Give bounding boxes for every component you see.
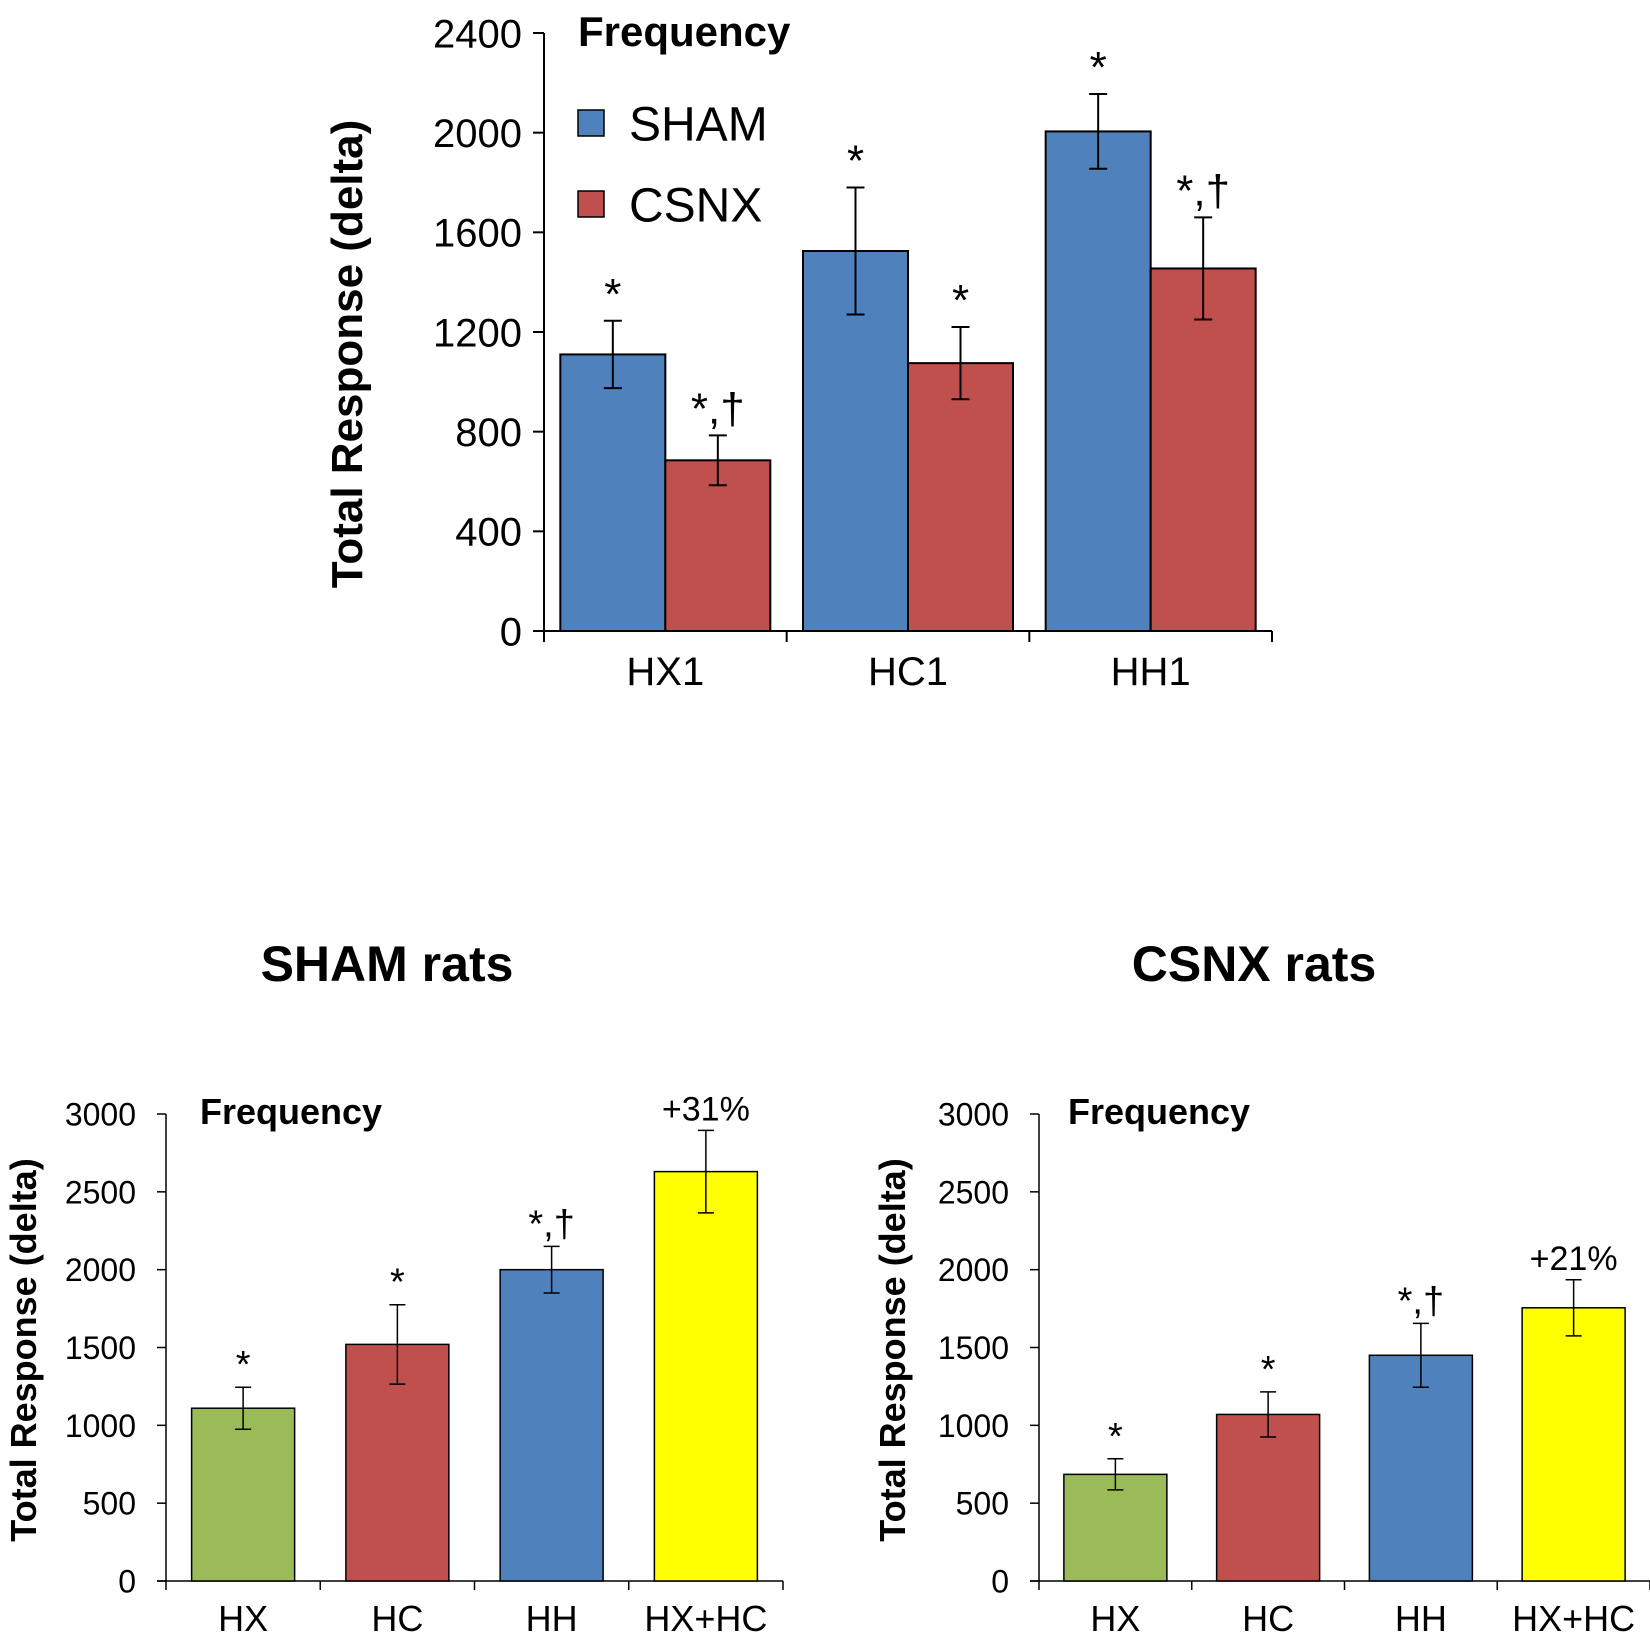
x-category-label: HX [218,1598,268,1639]
x-category-label: HC [371,1598,423,1639]
y-tick-label: 2400 [433,12,522,56]
panel-title: CSNX rats [1132,936,1377,992]
x-category-label: HX [1090,1598,1140,1639]
y-axis-label: Total Response (delta) [872,1158,913,1541]
y-axis-label: Total Response (delta) [323,120,372,589]
x-category-label: HC1 [868,650,948,694]
y-tick-label: 1600 [433,212,522,256]
y-tick-label: 1500 [938,1330,1009,1366]
x-category-label: HH [526,1598,578,1639]
significance-annotation: * [1261,1349,1276,1391]
bar [1368,1354,1474,1582]
y-tick-label: 1000 [65,1408,136,1444]
y-tick-label: 500 [83,1486,136,1522]
bar [559,353,667,632]
bar [907,362,1014,632]
bar [653,1170,759,1582]
y-tick-label: 1000 [938,1408,1009,1444]
x-category-label: HX1 [626,650,704,694]
x-category-label: HX+HC [1512,1598,1635,1639]
chart-csnx-rats: 0 500 1000 1500 2000 2500 3000 HX HC HH HX+HC * * *,†… [872,936,1650,1639]
y-tick-label: 1500 [65,1330,136,1366]
bar [1215,1413,1321,1582]
y-tick-label: 3000 [65,1097,136,1133]
y-tick-label: 0 [991,1564,1009,1600]
significance-annotation: +21% [1530,1240,1618,1278]
bar [499,1268,604,1582]
bar [1063,1473,1168,1582]
significance-annotation: *,† [1176,166,1230,215]
bar [1149,267,1257,632]
significance-annotation: * [847,136,864,185]
significance-annotation: *,† [1398,1280,1444,1322]
x-category-label: HC [1242,1598,1294,1639]
significance-annotation: * [390,1262,405,1304]
significance-annotation: * [236,1344,251,1386]
y-tick-label: 2000 [938,1252,1009,1288]
significance-annotation: * [1108,1416,1123,1458]
plot-title: Frequency [200,1091,382,1132]
x-category-label: HX+HC [644,1598,767,1639]
legend-swatch [577,109,605,137]
chart-top: 0 400 800 1200 1600 2000 2400 HX1 HC1 HH1 * * * *,† * *… [323,8,1273,694]
panel-title: SHAM rats [261,936,514,992]
significance-annotation: * [1090,43,1107,92]
legend-label: CSNX [629,179,762,232]
legend-swatch [577,190,605,218]
y-tick-label: 2000 [65,1252,136,1288]
bar [190,1407,296,1582]
y-tick-label: 400 [455,511,522,555]
y-tick-label: 3000 [938,1097,1009,1133]
x-category-label: HH1 [1111,650,1191,694]
bar [1044,130,1152,632]
bar [664,459,772,632]
significance-annotation: *,† [528,1203,574,1245]
y-tick-label: 1200 [433,311,522,355]
plot-title: Frequency [578,8,791,55]
y-tick-label: 2000 [433,112,522,156]
significance-annotation: +31% [662,1090,750,1128]
y-tick-label: 0 [500,610,522,654]
x-category-label: HH [1395,1598,1447,1639]
significance-annotation: *,† [691,384,745,433]
significance-annotation: * [604,270,621,319]
y-tick-label: 500 [956,1486,1009,1522]
plot-title: Frequency [1068,1091,1250,1132]
y-tick-label: 0 [118,1564,136,1600]
chart-sham-rats: 0 500 1000 1500 2000 2500 3000 HX HC HH HX+HC * * *,†… [3,936,784,1639]
y-tick-label: 2500 [65,1174,136,1210]
significance-annotation: * [952,276,969,325]
bar [1521,1307,1626,1582]
y-tick-label: 2500 [938,1174,1009,1210]
y-tick-label: 800 [455,411,522,455]
y-axis-label: Total Response (delta) [3,1158,44,1541]
legend-label: SHAM [629,98,768,151]
